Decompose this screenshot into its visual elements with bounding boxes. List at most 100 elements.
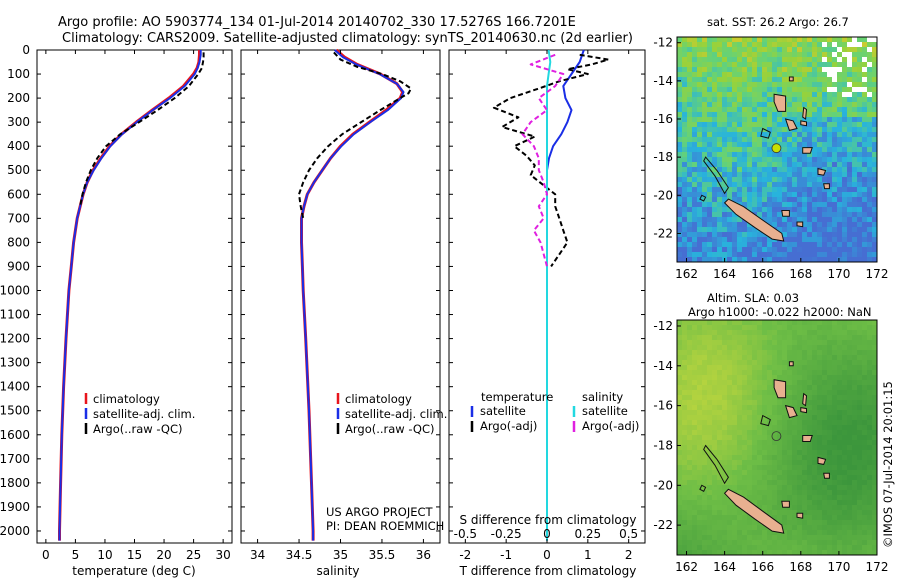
sla-cell bbox=[702, 390, 708, 396]
sla-cell bbox=[872, 390, 877, 396]
sla-cell bbox=[722, 420, 728, 426]
sst-cell bbox=[847, 252, 853, 258]
sla-cell bbox=[862, 375, 868, 381]
sst-cell bbox=[682, 72, 688, 78]
sla-cell bbox=[712, 365, 718, 371]
sla-cell bbox=[717, 545, 723, 551]
sst-cell bbox=[862, 37, 868, 43]
sst-cell bbox=[732, 212, 738, 218]
sla-cell bbox=[732, 475, 738, 481]
sst-cell bbox=[682, 197, 688, 203]
x-tick-label: 34 bbox=[250, 548, 265, 562]
sst-cell bbox=[752, 77, 758, 83]
sst-cell bbox=[742, 137, 748, 143]
sst-cell bbox=[867, 97, 873, 103]
sla-cell bbox=[827, 540, 833, 546]
sst-cell bbox=[757, 142, 763, 148]
sla-cell bbox=[752, 425, 758, 431]
sst-cell bbox=[837, 62, 843, 68]
sla-cell bbox=[822, 465, 828, 471]
sla-cell bbox=[712, 355, 718, 361]
sla-cell bbox=[837, 470, 843, 476]
sla-cell bbox=[782, 525, 788, 531]
sst-cell bbox=[692, 207, 698, 213]
sla-cell bbox=[747, 330, 753, 336]
sla-cell bbox=[832, 355, 838, 361]
sla-cell bbox=[817, 330, 823, 336]
sla-cell bbox=[817, 415, 823, 421]
sla-cell bbox=[807, 425, 813, 431]
sla-cell bbox=[862, 480, 868, 486]
sla-cell bbox=[862, 410, 868, 416]
sst-cell bbox=[677, 37, 683, 43]
sst-cell bbox=[852, 112, 858, 118]
sla-cell bbox=[842, 350, 848, 356]
sst-cell bbox=[812, 242, 818, 248]
sla-cell bbox=[782, 545, 788, 551]
sst-cell bbox=[687, 172, 693, 178]
sla-cell bbox=[872, 535, 877, 541]
sla-cell bbox=[757, 360, 763, 366]
sla-cell bbox=[847, 495, 853, 501]
sla-cell bbox=[692, 475, 698, 481]
sst-cell bbox=[722, 147, 728, 153]
sst-cell bbox=[717, 227, 723, 233]
sla-cell bbox=[767, 470, 773, 476]
sla-cell bbox=[707, 525, 713, 531]
sst-cell bbox=[712, 62, 718, 68]
sla-cell bbox=[817, 505, 823, 511]
sst-cell bbox=[802, 212, 808, 218]
sst-cell bbox=[737, 182, 743, 188]
sla-cell bbox=[767, 325, 773, 331]
sst-cell bbox=[752, 197, 758, 203]
depth-tick-label: 1200 bbox=[0, 332, 30, 346]
sst-cell bbox=[692, 117, 698, 123]
sst-cell bbox=[682, 57, 688, 63]
sla-cell bbox=[862, 415, 868, 421]
sla-cell bbox=[732, 540, 738, 546]
sla-cell bbox=[837, 370, 843, 376]
sst-cell bbox=[677, 152, 683, 158]
sst-cell bbox=[797, 132, 803, 138]
sla-cell bbox=[812, 510, 818, 516]
sla-cell bbox=[847, 505, 853, 511]
sla-cell bbox=[737, 530, 743, 536]
sst-cell bbox=[862, 52, 868, 58]
sla-cell bbox=[852, 350, 858, 356]
sla-cell bbox=[692, 545, 698, 551]
sst-cell bbox=[747, 202, 753, 208]
sla-cell bbox=[832, 480, 838, 486]
sla-cell bbox=[782, 345, 788, 351]
top-tick-label: 0.25 bbox=[574, 527, 601, 541]
sst-cell bbox=[682, 42, 688, 48]
sla-cell bbox=[832, 330, 838, 336]
sst-cell bbox=[782, 122, 788, 128]
sst-cell bbox=[782, 67, 788, 73]
sla-cell bbox=[752, 455, 758, 461]
sla-cell bbox=[852, 410, 858, 416]
sla-cell bbox=[847, 460, 853, 466]
sla-cell bbox=[727, 515, 733, 521]
sla-cell bbox=[787, 485, 793, 491]
sst-cell bbox=[787, 227, 793, 233]
sst-cell bbox=[727, 162, 733, 168]
sst-cell bbox=[847, 82, 853, 88]
sla-cell bbox=[767, 395, 773, 401]
sst-cell bbox=[797, 42, 803, 48]
sla-cell bbox=[817, 525, 823, 531]
sla-cell bbox=[862, 535, 868, 541]
sla-cell bbox=[852, 440, 858, 446]
sla-cell bbox=[837, 545, 843, 551]
sst-cell bbox=[857, 232, 863, 238]
sla-cell bbox=[752, 470, 758, 476]
sst-cell bbox=[797, 142, 803, 148]
sla-cell bbox=[862, 545, 868, 551]
sst-cell bbox=[852, 217, 858, 223]
sst-cell bbox=[787, 112, 793, 118]
sla-cell bbox=[807, 515, 813, 521]
sst-cell bbox=[777, 137, 783, 143]
sst-cell bbox=[872, 97, 877, 103]
sla-cell bbox=[797, 495, 803, 501]
legend-label-climatology: climatology bbox=[345, 392, 412, 406]
sla-cell bbox=[782, 430, 788, 436]
